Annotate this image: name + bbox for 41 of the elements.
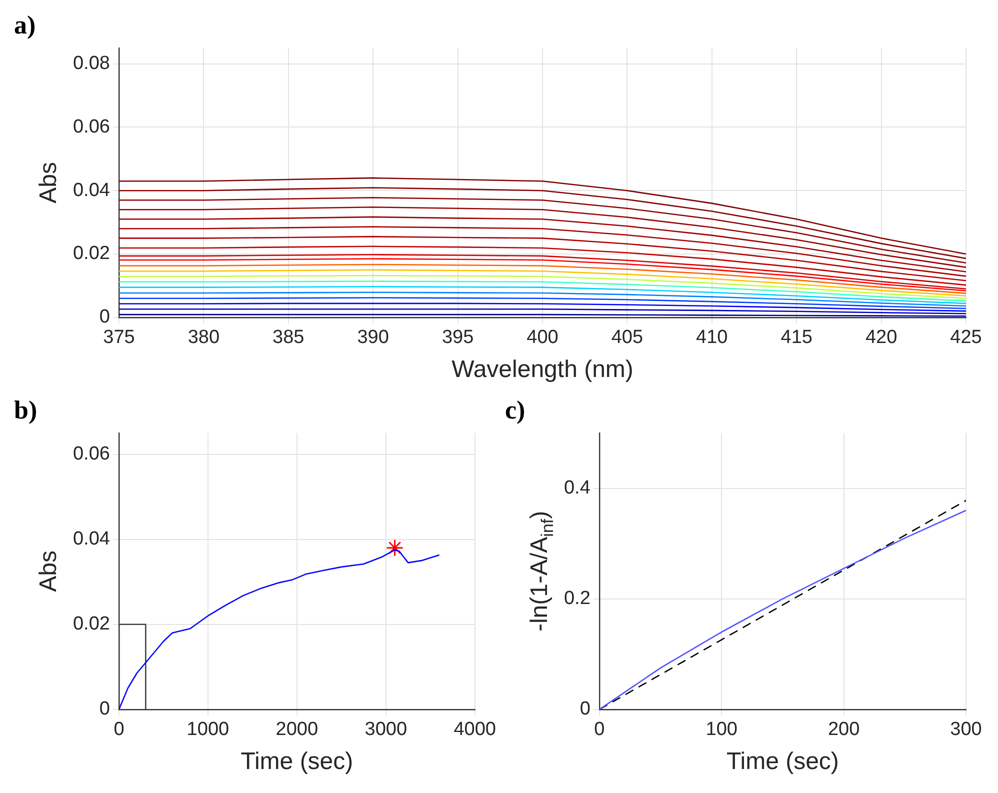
y-tick-label: 0.02 — [72, 243, 110, 264]
x-tick-label: 2000 — [276, 719, 318, 740]
x-tick-label: 390 — [357, 327, 389, 348]
x-tick-label: 0 — [114, 719, 124, 740]
x-tick-label: 4000 — [454, 719, 496, 740]
x-tick-label: 200 — [828, 719, 860, 740]
y-tick-label: 0.02 — [72, 614, 110, 635]
x-tick-label: 100 — [706, 719, 738, 740]
y-tick-label: 0 — [99, 698, 110, 720]
x-tick-label: 415 — [780, 327, 812, 348]
y-tick-label: 0.2 — [564, 588, 590, 610]
y-axis-title: Abs — [35, 162, 62, 204]
x-tick-label: 400 — [526, 327, 558, 348]
x-axis-title: Wavelength (nm) — [452, 356, 634, 384]
x-tick-label: 300 — [950, 719, 982, 740]
text: c) — [505, 396, 526, 425]
text: a) — [14, 10, 36, 40]
x-tick-label: 425 — [950, 327, 982, 348]
x-tick-label: 395 — [442, 327, 474, 348]
y-tick-label: 0.06 — [72, 443, 110, 464]
y-tick-label: 0 — [99, 306, 110, 328]
y-tick-label: 0 — [580, 698, 590, 720]
x-tick-label: 3000 — [364, 719, 408, 740]
x-tick-label: 0 — [594, 719, 605, 740]
y-tick-label: 0.08 — [72, 53, 110, 74]
x-tick-label: 385 — [272, 327, 304, 348]
x-axis-title: Time (sec) — [726, 748, 839, 776]
x-tick-label: 405 — [611, 327, 644, 348]
x-tick-label: 380 — [188, 327, 220, 348]
x-tick-label: 410 — [696, 327, 728, 348]
y-tick-label: 0.04 — [72, 180, 110, 201]
y-axis-title: Abs — [35, 550, 62, 592]
x-axis-title: Time (sec) — [240, 748, 354, 776]
y-tick-label: 0.04 — [72, 528, 110, 550]
y-axis-title: -ln(1-A/Ainf) — [526, 510, 557, 632]
x-tick-label: 1000 — [186, 719, 230, 740]
y-tick-label: 0.06 — [72, 116, 110, 138]
x-tick-label: 420 — [865, 327, 898, 348]
x-tick-label: 375 — [103, 327, 135, 348]
y-tick-label: 0.4 — [564, 478, 591, 499]
text: b) — [14, 396, 38, 425]
